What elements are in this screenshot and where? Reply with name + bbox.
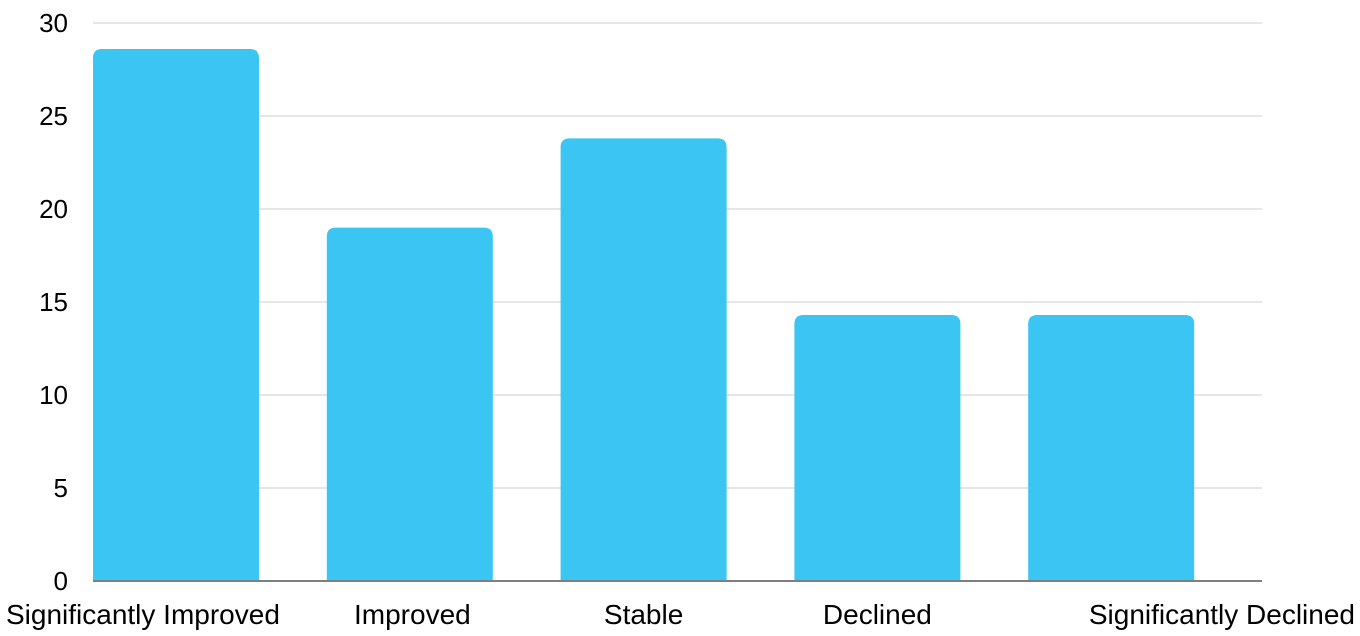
bar-stable xyxy=(560,138,727,581)
x-category-label: Significantly Declined xyxy=(1089,599,1355,630)
y-tick-label: 25 xyxy=(39,101,68,131)
x-category-label: Significantly Improved xyxy=(6,599,280,630)
y-tick-label: 5 xyxy=(54,473,68,503)
y-tick-label: 20 xyxy=(39,194,68,224)
x-axis-labels: Significantly Improved Improved Stable Decl… xyxy=(6,599,1355,630)
bar-improved xyxy=(326,227,493,581)
y-tick-label: 10 xyxy=(39,380,68,410)
x-category-label: Improved xyxy=(354,599,471,630)
y-tick-label: 30 xyxy=(39,8,68,38)
bar-significantly-improved xyxy=(93,49,259,582)
bar-significantly-declined xyxy=(1028,315,1195,581)
x-category-label: Stable xyxy=(604,599,683,630)
bars xyxy=(93,49,1195,582)
y-tick-label: 15 xyxy=(39,287,68,317)
y-tick-label: 0 xyxy=(54,566,68,596)
y-axis-ticks: 0 5 10 15 20 25 30 xyxy=(39,8,68,596)
bar-declined xyxy=(794,315,961,581)
x-category-label: Declined xyxy=(823,599,932,630)
